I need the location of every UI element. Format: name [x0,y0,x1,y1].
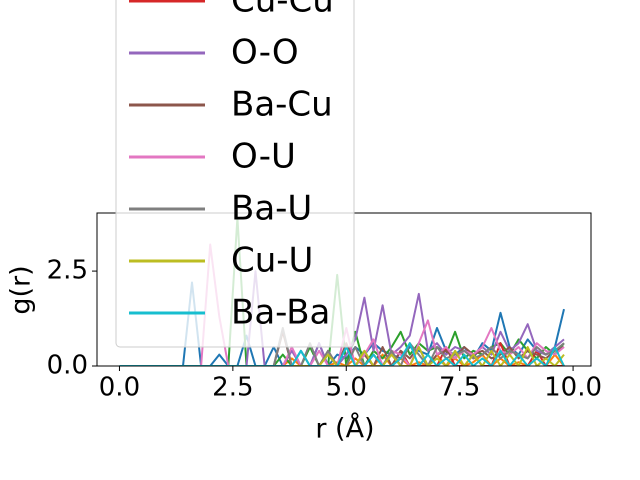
x-tick-label: 10.0 [544,373,602,403]
ticks: 0.0 2.5 5.0 7.5 10.0 0.0 2.5 [47,256,602,403]
legend-label: O-U [231,137,296,177]
legend-label: Ba-U [231,189,312,229]
legend-label: O-O [231,33,299,73]
x-tick-label: 0.0 [99,373,140,403]
series-line [119,342,565,366]
x-tick-label: 7.5 [439,373,480,403]
y-tick-label: 0.0 [47,351,88,381]
y-tick-label: 2.5 [47,256,88,286]
x-tick-label: 5.0 [326,373,367,403]
legend: Cu-Cu O-O Ba-Cu O-U Ba-U Cu-U Ba-Ba [115,0,355,348]
x-axis-label: r (Å) [315,413,374,445]
legend-label: Ba-Ba [231,293,330,333]
legend-label: Cu-U [231,241,313,281]
series-line [119,346,565,366]
series-line [119,327,565,366]
y-axis-label: g(r) [6,265,37,314]
x-tick-label: 2.5 [212,373,253,403]
legend-label: Cu-Cu [231,0,334,21]
legend-label: Ba-Cu [231,85,333,125]
